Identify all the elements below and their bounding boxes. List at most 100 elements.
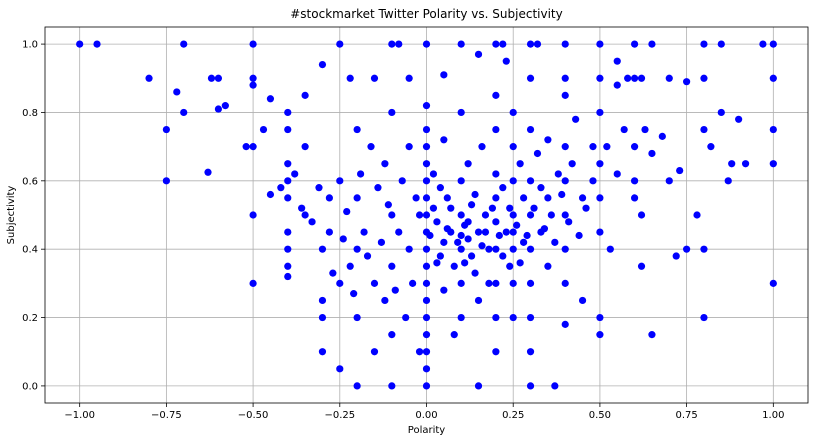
data-point: [377, 238, 386, 246]
data-point: [558, 190, 566, 199]
data-point: [336, 279, 344, 287]
data-point: [544, 262, 552, 270]
data-point: [461, 221, 469, 229]
data-point: [540, 225, 549, 233]
data-point: [578, 296, 587, 305]
y-tick-label: 0.8: [22, 108, 38, 119]
data-point: [464, 160, 472, 168]
data-point: [630, 177, 639, 185]
data-point: [596, 108, 604, 117]
data-point: [769, 279, 777, 287]
data-point: [214, 74, 223, 82]
data-point: [526, 245, 535, 253]
data-point: [301, 211, 309, 219]
data-point: [457, 245, 465, 253]
data-point: [561, 245, 569, 253]
data-point: [350, 290, 358, 298]
data-point: [440, 286, 448, 294]
data-point: [578, 194, 587, 202]
data-point: [422, 313, 431, 322]
data-point: [422, 194, 431, 202]
chart-title: #stockmarket Twitter Polarity vs. Subjec…: [290, 7, 562, 21]
data-point: [526, 40, 535, 48]
data-point: [596, 313, 604, 322]
data-point: [683, 245, 691, 253]
data-point: [266, 95, 275, 103]
data-point: [717, 40, 725, 48]
data-point: [613, 170, 621, 178]
data-point: [492, 125, 500, 134]
data-point: [388, 331, 396, 339]
data-point: [162, 177, 170, 185]
data-point: [481, 228, 490, 236]
data-point: [700, 125, 708, 134]
data-point: [93, 40, 101, 48]
data-point: [551, 382, 559, 390]
data-point: [422, 245, 431, 253]
data-point: [301, 143, 309, 151]
data-point: [509, 228, 517, 236]
data-point: [145, 74, 153, 82]
data-point: [457, 40, 465, 48]
data-point: [450, 262, 458, 270]
data-point: [492, 91, 500, 99]
data-point: [353, 125, 361, 134]
data-point: [360, 228, 368, 236]
data-point: [301, 91, 309, 99]
data-point: [526, 211, 535, 219]
data-point: [471, 190, 479, 199]
data-point: [284, 272, 292, 281]
data-point: [717, 108, 725, 117]
data-point: [561, 320, 569, 328]
data-point: [363, 252, 372, 260]
data-point: [624, 74, 632, 82]
data-point: [648, 331, 656, 339]
data-point: [436, 252, 444, 260]
data-point: [561, 91, 569, 99]
data-point: [474, 296, 483, 305]
data-point: [769, 160, 777, 168]
data-point: [464, 235, 472, 243]
data-point: [422, 102, 431, 110]
data-point: [308, 218, 316, 226]
data-point: [478, 143, 486, 151]
data-point: [523, 231, 531, 240]
data-point: [700, 245, 708, 253]
y-tick-label: 0.0: [22, 381, 38, 392]
data-point: [499, 184, 507, 192]
data-point: [603, 143, 611, 151]
data-point: [180, 40, 188, 48]
data-point: [450, 331, 458, 339]
data-point: [502, 57, 510, 65]
data-point: [422, 279, 431, 287]
data-point: [249, 74, 257, 82]
data-point: [180, 108, 188, 117]
data-point: [277, 184, 285, 192]
data-point: [648, 40, 656, 48]
data-point: [249, 143, 257, 151]
data-point: [249, 279, 257, 287]
data-point: [471, 269, 479, 277]
data-point: [398, 177, 406, 185]
data-point: [367, 143, 375, 151]
data-point: [353, 245, 361, 253]
x-tick-label: 0.50: [589, 410, 611, 421]
data-point: [429, 204, 438, 212]
data-point: [474, 228, 483, 236]
y-tick-label: 0.2: [22, 313, 38, 324]
x-tick-label: −0.50: [238, 410, 269, 421]
y-axis-ticks: 0.0 0.2 0.4 0.6 0.8 1.0: [22, 40, 45, 392]
data-point: [422, 348, 431, 356]
data-point: [495, 231, 503, 240]
data-point: [735, 115, 743, 123]
data-point: [318, 313, 327, 322]
data-point: [568, 160, 576, 168]
data-point: [547, 211, 555, 219]
data-point: [700, 74, 708, 82]
data-point: [336, 177, 344, 185]
data-point: [409, 279, 417, 287]
data-point: [291, 170, 299, 178]
data-point: [405, 74, 413, 82]
data-point: [329, 269, 337, 277]
